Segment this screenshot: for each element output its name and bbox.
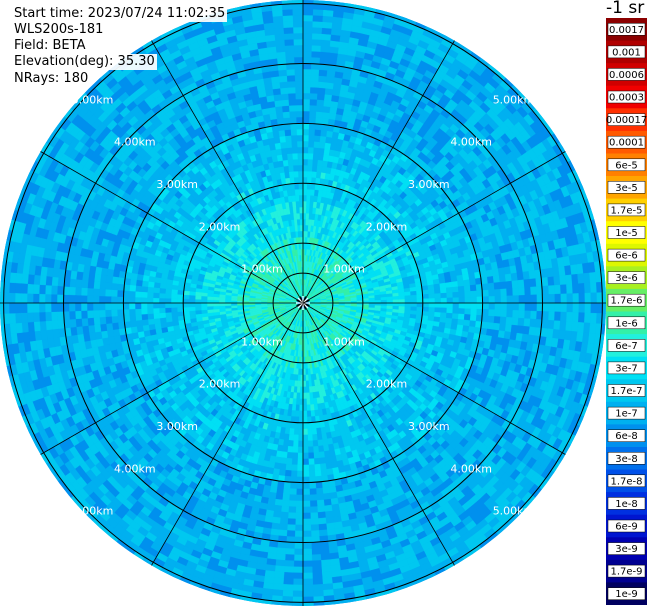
nrays-label: NRays: 180 [12,71,91,87]
range-label-2km-3: 2.00km [366,378,408,391]
range-label-5km-2: 5.00km [72,505,114,518]
colorbar-tick-label: 6e-5 [615,160,638,171]
colorbar-tick-label: 1e-5 [615,228,638,239]
azimuth-line-120 [151,40,304,304]
azimuth-line-330 [302,302,566,455]
colorbar-tick-label: 1.7e-8 [610,476,642,487]
range-label-5km-3: 5.00km [493,505,535,518]
colorbar-tick-label: 0.00017 [606,115,647,126]
range-label-3km-2: 3.00km [156,420,198,433]
range-label-1km-0: 1.00km [241,263,283,276]
azimuth-line-240 [151,302,304,566]
range-label-1km-1: 1.00km [323,263,365,276]
range-label-4km-1: 4.00km [450,136,492,149]
colorbar-tick-label: 1.7e-7 [610,386,642,397]
range-label-2km-1: 2.00km [366,220,408,233]
field-label: Field: BETA [12,38,88,54]
azimuth-line-300 [302,302,455,566]
colorbar-tick-label: 6e-9 [615,522,638,533]
colorbar-tick-label: 3e-7 [615,363,638,374]
start-time-label: Start time: 2023/07/24 11:02:35 [12,6,228,22]
colorbar-tick-label: 0.0017 [609,25,644,36]
azimuth-line-150 [40,151,304,304]
colorbar-unit-label: -1 sr [606,0,645,18]
range-label-5km-0: 5.00km [72,93,114,106]
colorbar-tick-label: 1e-9 [615,589,638,600]
range-label-3km-3: 3.00km [408,420,450,433]
range-label-1km-2: 1.00km [241,335,283,348]
range-label-4km-2: 4.00km [114,462,156,475]
range-label-3km-1: 3.00km [408,178,450,191]
colorbar-tick-label: 1.7e-6 [610,296,642,307]
colorbar-tick-label: 6e-8 [615,431,638,442]
colorbar-tick-label: 6e-6 [615,251,638,262]
colorbar: 0.0017 0.001 0.0006 0.0003 0.00017 0.0001 6e-5… [606,18,647,605]
range-label-4km-0: 4.00km [114,136,156,149]
instrument-label: WLS200s-181 [12,22,106,38]
azimuth-line-210 [40,302,304,455]
beta-cells [0,0,606,606]
colorbar-tick-label: 1e-8 [615,499,638,510]
range-label-3km-0: 3.00km [156,178,198,191]
azimuth-lines [0,0,606,606]
range-label-1km-3: 1.00km [323,335,365,348]
colorbar-tick-label: 3e-6 [615,273,638,284]
elevation-label: Elevation(deg): 35.30 [12,54,157,70]
colorbar-tick-label: 3e-5 [615,183,638,194]
azimuth-line-60 [302,40,455,304]
range-label-4km-3: 4.00km [450,462,492,475]
colorbar-tick-label: 0.0001 [609,138,644,149]
colorbar-tick-label: 1.7e-5 [610,205,642,216]
colorbar-tick-label: 3e-9 [615,544,638,555]
colorbar-tick-label: 0.0003 [609,93,644,104]
colorbar-tick-label: 3e-8 [615,454,638,465]
radar-center-icon [296,296,310,310]
range-labels: 1.00km 1.00km 1.00km 1.00km 2.00km 2.00km 2.00… [72,93,535,517]
colorbar-tick-label: 6e-7 [615,341,638,352]
range-label-2km-2: 2.00km [199,378,241,391]
colorbar-tick-label: 0.001 [612,47,641,58]
range-label-2km-0: 2.00km [199,220,241,233]
azimuth-line-30 [302,151,566,304]
colorbar-tick-label: 1.7e-9 [610,567,642,578]
colorbar-tick-label: 0.0006 [609,70,644,81]
range-label-5km-1: 5.00km [493,93,535,106]
colorbar-tick-label: 1e-6 [615,318,638,329]
colorbar-tick-label: 1e-7 [615,409,638,420]
